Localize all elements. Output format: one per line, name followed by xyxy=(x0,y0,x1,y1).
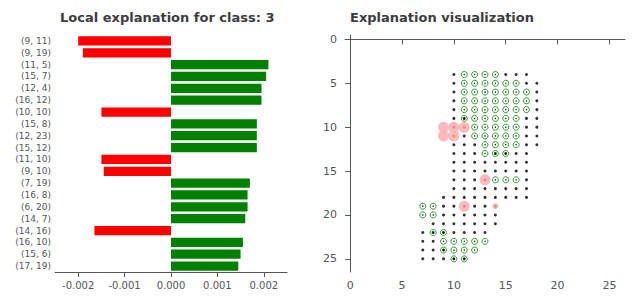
svg-text:(9, 11): (9, 11) xyxy=(21,36,51,46)
svg-text:(9, 10): (9, 10) xyxy=(21,166,51,176)
svg-text:0: 0 xyxy=(330,33,337,46)
svg-text:0.000: 0.000 xyxy=(157,280,186,291)
svg-text:20: 20 xyxy=(323,208,337,221)
svg-text:(17, 19): (17, 19) xyxy=(15,261,51,271)
svg-text:(16, 10): (16, 10) xyxy=(15,237,51,247)
svg-text:5: 5 xyxy=(330,77,337,90)
svg-text:-0.001: -0.001 xyxy=(108,280,140,291)
svg-text:0.001: 0.001 xyxy=(203,280,232,291)
svg-text:(12, 4): (12, 4) xyxy=(21,83,51,93)
svg-text:(11, 5): (11, 5) xyxy=(21,60,51,70)
svg-text:(7, 19): (7, 19) xyxy=(21,178,51,188)
svg-text:(15, 7): (15, 7) xyxy=(21,71,51,81)
svg-text:15: 15 xyxy=(323,165,337,178)
svg-text:(10, 10): (10, 10) xyxy=(15,107,51,117)
svg-text:(6, 20): (6, 20) xyxy=(21,202,51,212)
svg-text:(14, 16): (14, 16) xyxy=(15,226,51,236)
svg-text:0: 0 xyxy=(347,279,354,292)
svg-text:15: 15 xyxy=(499,279,513,292)
svg-text:25: 25 xyxy=(602,279,616,292)
svg-text:(16, 8): (16, 8) xyxy=(21,190,51,200)
svg-text:25: 25 xyxy=(323,252,337,265)
svg-text:(16, 12): (16, 12) xyxy=(15,95,51,105)
svg-text:-0.002: -0.002 xyxy=(62,280,94,291)
svg-text:(15, 12): (15, 12) xyxy=(15,143,51,153)
svg-text:(12, 23): (12, 23) xyxy=(15,131,51,141)
svg-text:(15, 8): (15, 8) xyxy=(21,119,51,129)
svg-text:(14, 7): (14, 7) xyxy=(21,214,51,224)
svg-text:Local explanation for class: 3: Local explanation for class: 3 xyxy=(60,10,275,25)
svg-text:10: 10 xyxy=(323,121,337,134)
svg-text:10: 10 xyxy=(447,279,461,292)
svg-text:(11, 10): (11, 10) xyxy=(15,154,51,164)
svg-text:20: 20 xyxy=(551,279,565,292)
svg-text:(9, 19): (9, 19) xyxy=(21,48,51,58)
svg-text:0.002: 0.002 xyxy=(249,280,278,291)
svg-text:(15, 6): (15, 6) xyxy=(21,249,51,259)
svg-text:5: 5 xyxy=(399,279,406,292)
svg-text:Explanation visualization: Explanation visualization xyxy=(350,10,534,25)
